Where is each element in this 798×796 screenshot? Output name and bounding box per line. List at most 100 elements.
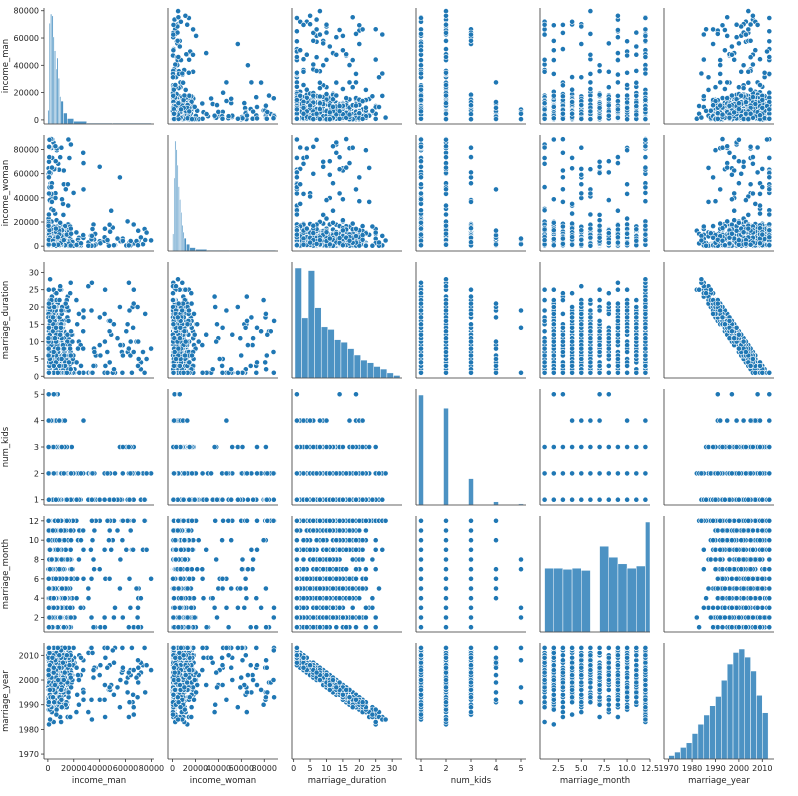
scatter-point <box>711 27 716 32</box>
scatter-point <box>324 22 329 27</box>
scatter-point <box>468 92 473 97</box>
scatter-point <box>643 27 648 32</box>
scatter-point <box>493 105 498 110</box>
scatter-point <box>588 71 593 76</box>
scatter-point <box>294 39 299 44</box>
scatter-point <box>301 57 306 62</box>
scatter-point <box>61 212 66 217</box>
scatter-point <box>144 230 149 235</box>
scatter-point <box>643 54 648 59</box>
scatter-point <box>183 87 188 92</box>
scatter-point <box>301 69 306 74</box>
scatter-point <box>727 103 732 108</box>
scatter-point <box>254 95 259 100</box>
scatter-point <box>200 116 205 121</box>
scatter-point <box>443 38 448 43</box>
scatter-point <box>301 22 306 27</box>
scatter-point <box>634 30 639 35</box>
y-tick-label: 40000 <box>14 61 39 70</box>
scatter-point <box>606 41 611 46</box>
scatter-point <box>314 55 319 60</box>
scatter-point <box>363 148 368 153</box>
scatter-point <box>311 62 316 67</box>
scatter-point <box>321 41 326 46</box>
y-axis-label: income_man <box>1 39 11 93</box>
scatter-point <box>271 96 276 101</box>
scatter-point <box>254 104 259 109</box>
scatter-point <box>711 41 716 46</box>
scatter-point <box>317 86 322 91</box>
scatter-point <box>746 69 751 74</box>
scatter-point <box>760 97 765 102</box>
scatter-point <box>746 117 751 122</box>
scatter-point <box>736 101 741 106</box>
scatter-point <box>49 199 54 204</box>
scatter-point <box>334 80 339 85</box>
scatter-point <box>245 63 250 68</box>
scatter-point <box>46 223 51 228</box>
scatter-point <box>725 96 730 101</box>
scatter-point <box>736 41 741 46</box>
scatter-point <box>443 47 448 52</box>
scatter-point <box>370 108 375 113</box>
histogram-bar <box>186 244 189 251</box>
scatter-point <box>212 113 217 118</box>
scatter-point <box>579 24 584 29</box>
scatter-point <box>699 71 704 76</box>
scatter-point <box>493 99 498 104</box>
scatter-point <box>294 70 299 75</box>
scatter-point <box>178 19 183 24</box>
scatter-point <box>579 41 584 46</box>
scatter-point <box>108 229 113 234</box>
scatter-point <box>560 30 565 35</box>
scatter-point <box>518 117 523 122</box>
scatter-point <box>317 32 322 37</box>
scatter-point <box>615 58 620 63</box>
scatter-point <box>551 104 556 109</box>
scatter-point <box>736 107 741 112</box>
scatter-point <box>570 87 575 92</box>
scatter-point <box>327 110 332 115</box>
scatter-point <box>125 219 130 224</box>
scatter-point <box>753 48 758 53</box>
scatter-point <box>49 165 54 170</box>
scatter-point <box>47 144 52 149</box>
scatter-point <box>443 22 448 27</box>
scatter-point <box>263 103 268 108</box>
scatter-point <box>560 22 565 27</box>
scatter-point <box>353 103 358 108</box>
scatter-point <box>755 22 760 27</box>
scatter-point <box>551 116 556 121</box>
scatter-point <box>254 116 259 121</box>
scatter-point <box>443 30 448 35</box>
scatter-point <box>615 51 620 56</box>
scatter-point <box>542 57 547 62</box>
scatter-point <box>643 107 648 112</box>
scatter-point <box>551 48 556 53</box>
scatter-point <box>301 111 306 116</box>
scatter-point <box>317 107 322 112</box>
scatter-point <box>298 48 303 53</box>
scatter-point <box>715 116 720 121</box>
scatter-point <box>643 117 648 122</box>
scatter-point <box>102 226 107 231</box>
scatter-point <box>597 69 602 74</box>
scatter-point <box>615 115 620 120</box>
scatter-point <box>615 93 620 98</box>
scatter-point <box>224 98 229 103</box>
scatter-point <box>347 112 352 117</box>
scatter-point <box>340 86 345 91</box>
scatter-point <box>327 44 332 49</box>
scatter-point <box>321 63 326 68</box>
scatter-point <box>46 191 51 196</box>
scatter-point <box>294 97 299 102</box>
scatter-point <box>317 101 322 106</box>
scatter-point <box>704 108 709 113</box>
scatter-point <box>418 109 423 114</box>
scatter-point <box>634 52 639 57</box>
scatter-point <box>743 32 748 37</box>
scatter-point <box>350 15 355 20</box>
scatter-point <box>171 32 176 37</box>
scatter-point <box>701 94 706 99</box>
